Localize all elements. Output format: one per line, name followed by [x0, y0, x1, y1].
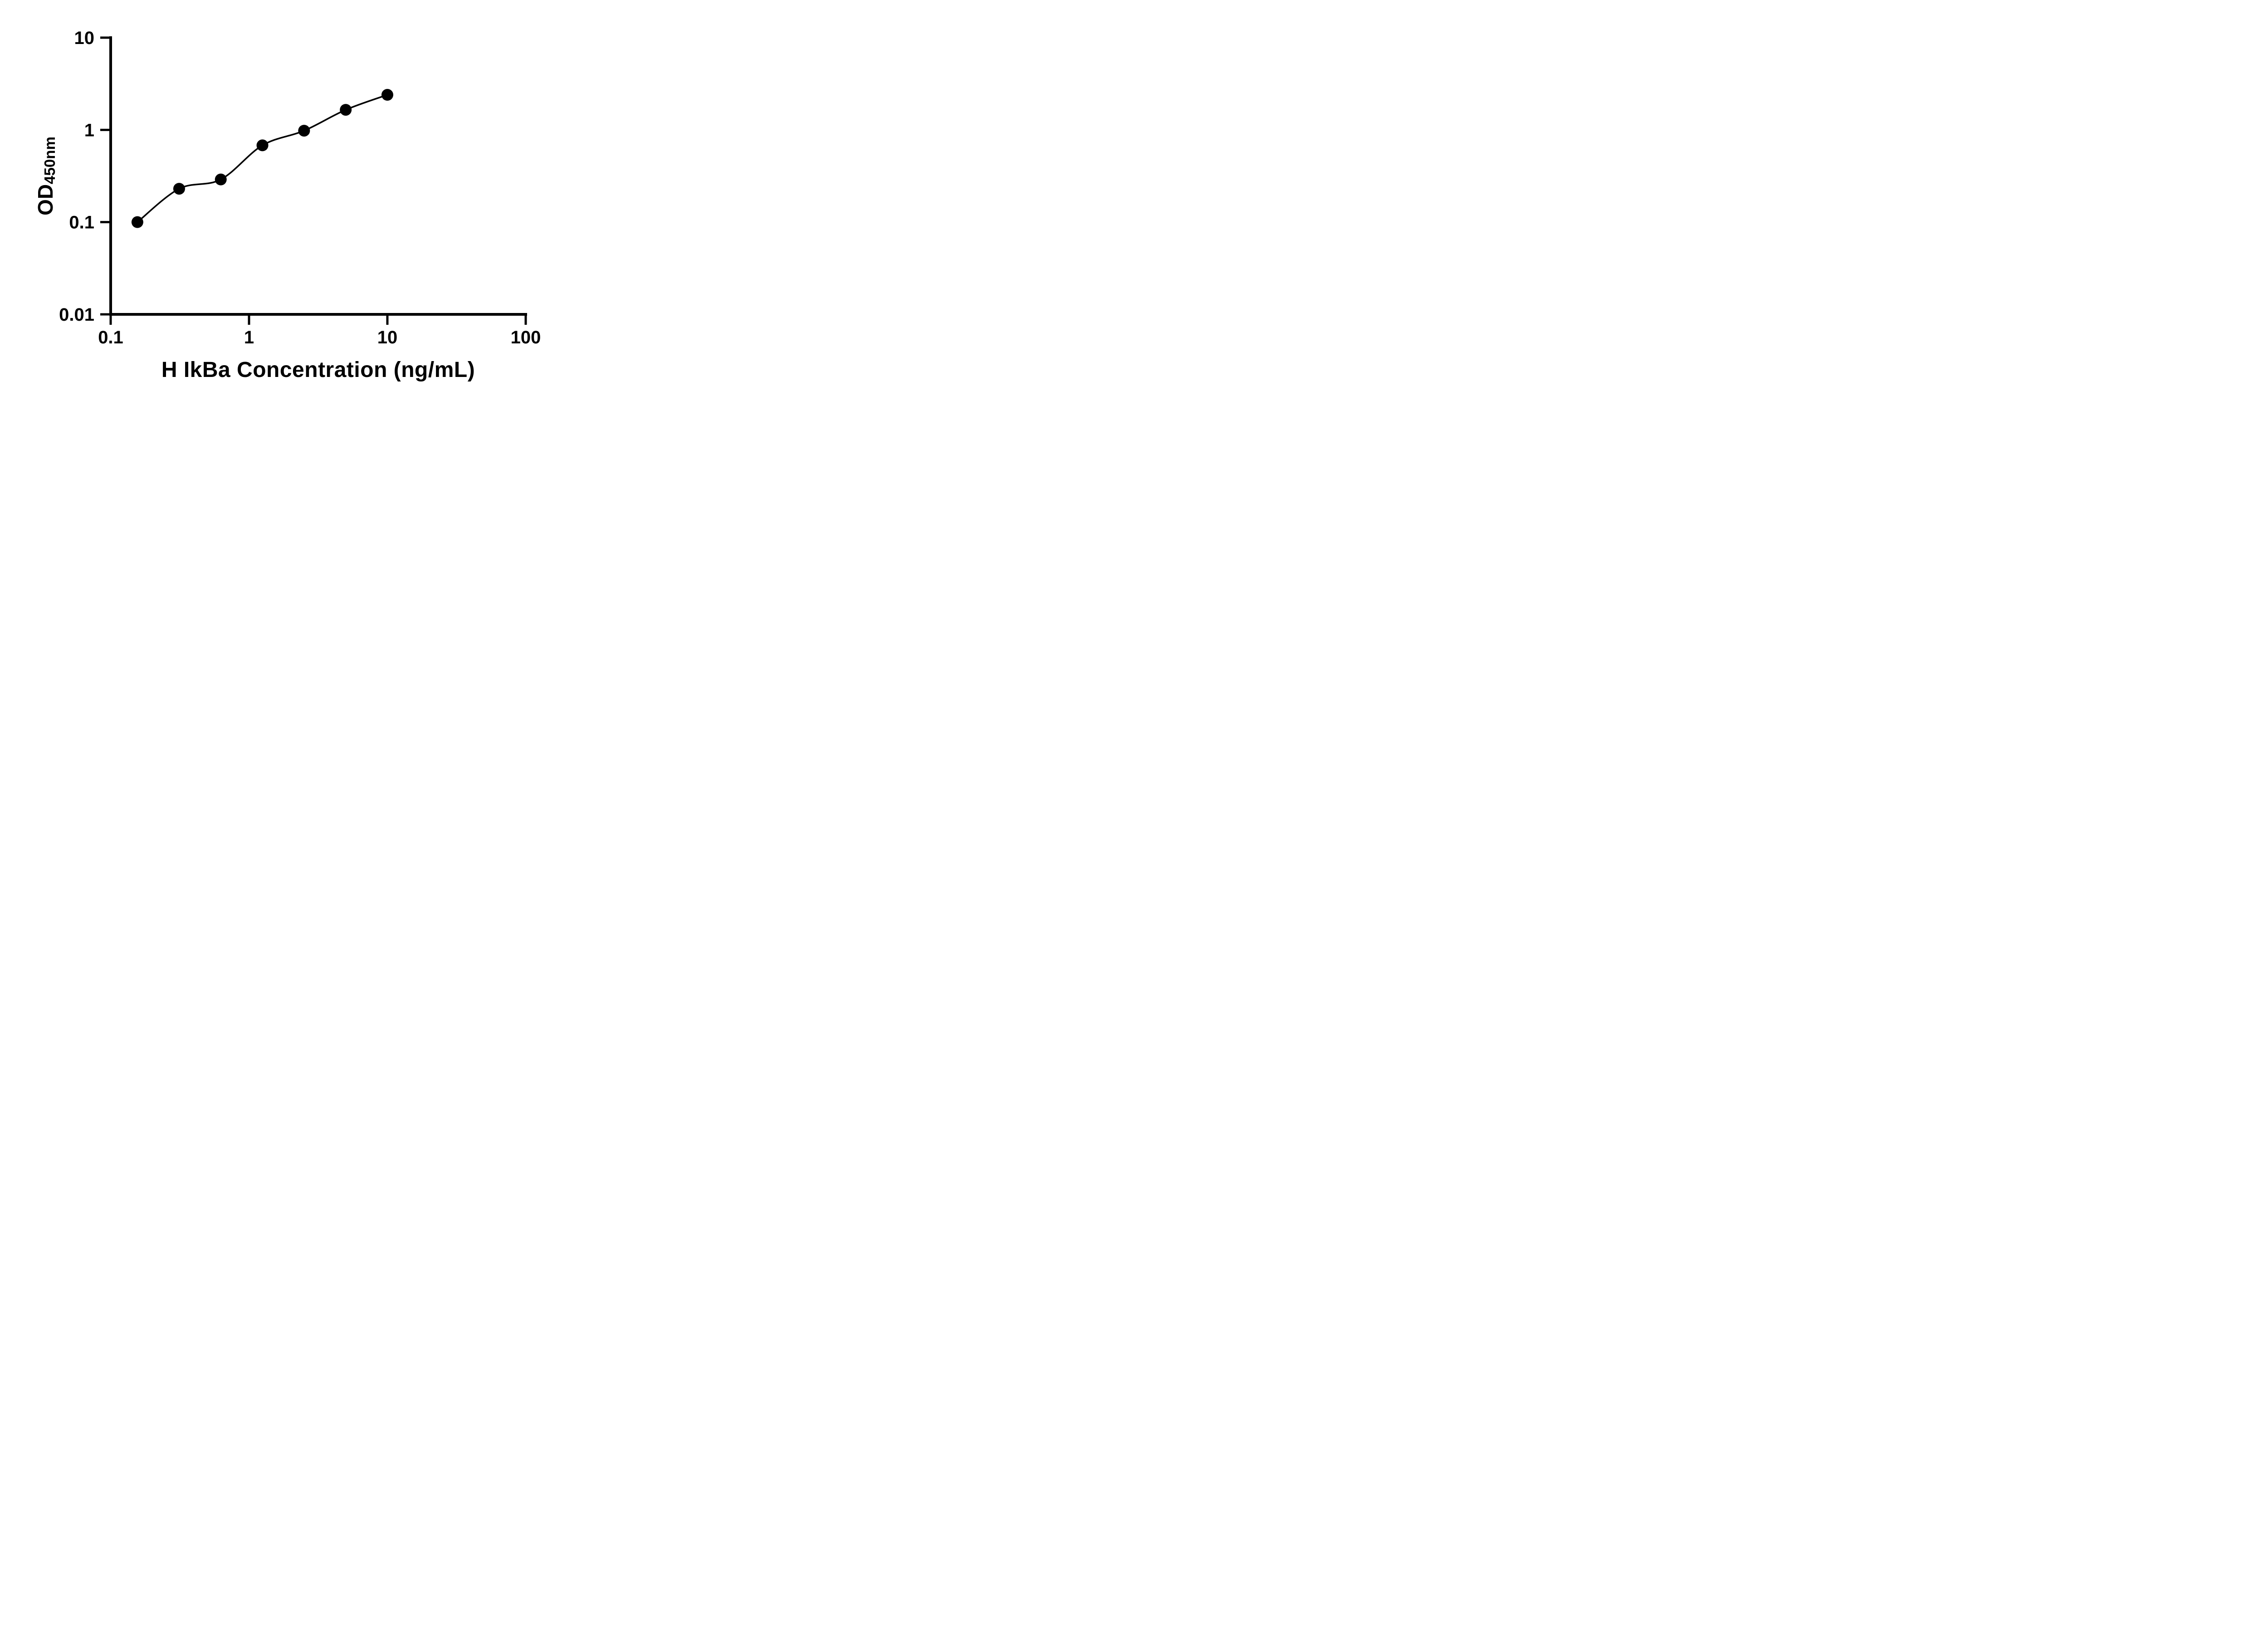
x-tick-label: 0.1 — [98, 328, 123, 347]
axis-spines — [109, 36, 527, 316]
data-point — [173, 183, 185, 195]
x-tick-label: 10 — [377, 328, 398, 347]
data-point — [215, 173, 227, 186]
data-point — [381, 89, 393, 101]
x-axis-title: H IkBa Concentration (ng/mL) — [161, 358, 475, 382]
data-point — [131, 216, 143, 228]
data-point — [298, 125, 310, 137]
y-axis-title: OD450nm — [33, 137, 59, 215]
data-point — [340, 104, 352, 116]
y-tick-label: 0.1 — [69, 213, 94, 233]
data-point — [256, 139, 269, 152]
x-tick-label: 100 — [511, 328, 541, 347]
y-axis-title-main: OD — [34, 184, 57, 215]
x-tick-label: 1 — [244, 328, 254, 347]
y-tick-label: 0.01 — [59, 305, 94, 325]
y-axis-title-subscript: 450nm — [41, 137, 59, 184]
y-tick-label: 10 — [74, 28, 95, 48]
y-tick-label: 1 — [84, 120, 94, 140]
elisa-standard-curve-figure: 0.1 1 10 100 10 1 0.1 0.01 H IkBa Concentration… — [0, 0, 581, 408]
